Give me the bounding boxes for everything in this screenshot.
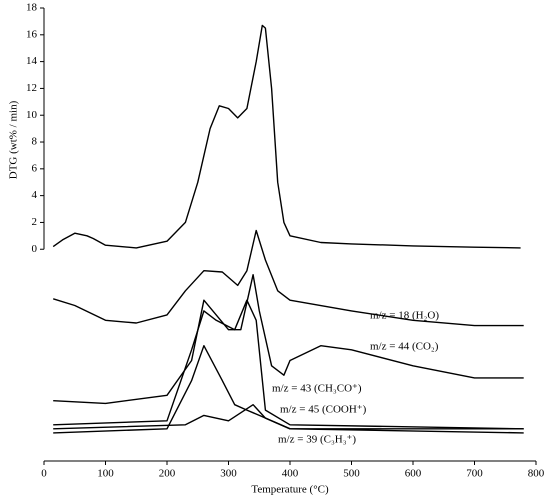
- x-tick-label: 400: [282, 468, 299, 480]
- x-tick-label: 600: [405, 468, 422, 480]
- x-axis-label: Temperature (°C): [251, 484, 329, 496]
- series-label: m/z = 18 (H₂O): [370, 310, 439, 322]
- y-tick-label: 0: [32, 243, 38, 255]
- y-tick-label: 2: [32, 216, 38, 228]
- y-tick-label: 8: [32, 136, 38, 148]
- series-line: [52, 24, 521, 249]
- x-tick-label: 100: [97, 468, 114, 480]
- x-tick-label: 0: [41, 468, 47, 480]
- series-line: [52, 229, 524, 327]
- y-tick-label: 18: [26, 2, 38, 14]
- y-tick-label: 16: [26, 28, 38, 40]
- y-tick-label: 6: [32, 162, 38, 174]
- x-tick-label: 800: [528, 468, 545, 480]
- y-tick-label: 4: [32, 189, 38, 201]
- x-tick-label: 300: [220, 468, 237, 480]
- x-tick-label: 200: [159, 468, 176, 480]
- y-tick-label: 10: [26, 109, 38, 121]
- series-label: m/z = 44 (CO₂): [370, 341, 439, 353]
- y-axis-label: DTG (wt% / min): [8, 100, 20, 179]
- series-label: m/z = 43 (CH₃CO⁺): [272, 383, 362, 395]
- x-tick-label: 700: [466, 468, 483, 480]
- x-tick-label: 500: [343, 468, 360, 480]
- series-label: m/z = 45 (COOH⁺): [280, 404, 367, 416]
- series-label: m/z = 39 (C₃H₃⁺): [278, 434, 356, 446]
- series-line: [53, 404, 524, 430]
- y-tick-label: 12: [26, 82, 37, 94]
- y-tick-label: 14: [26, 55, 38, 67]
- series-line: [53, 299, 524, 430]
- series-line: [53, 274, 524, 405]
